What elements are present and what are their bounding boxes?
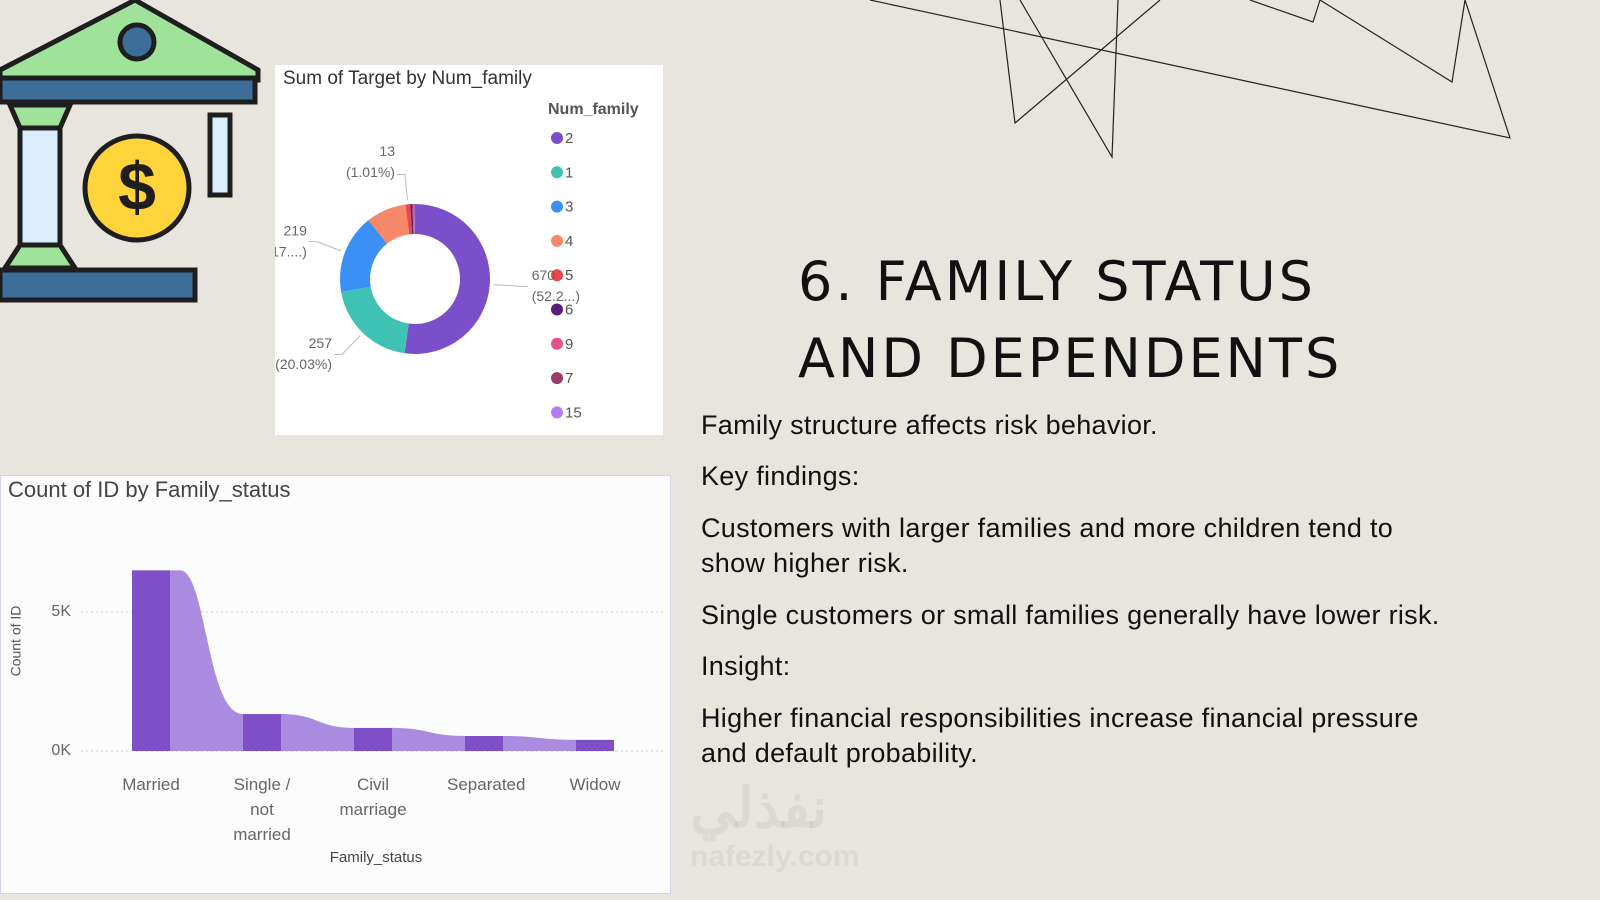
x-tick-label: Separated bbox=[447, 772, 521, 797]
leader-line bbox=[309, 242, 341, 251]
donut-slice bbox=[405, 204, 490, 354]
legend-swatch bbox=[551, 201, 563, 213]
x-tick-label: Widow bbox=[558, 772, 632, 797]
legend-label: 4 bbox=[565, 233, 573, 250]
bar bbox=[465, 736, 503, 751]
decor-lines bbox=[870, 0, 1510, 157]
legend-swatch bbox=[551, 304, 563, 316]
data-label-percent: (17....) bbox=[275, 243, 307, 259]
data-label-value: 257 bbox=[309, 335, 333, 351]
bar bbox=[132, 570, 170, 751]
paragraph-line: show higher risk. bbox=[701, 548, 909, 579]
watermark: nafezly.com bbox=[690, 840, 860, 874]
legend-swatch bbox=[551, 132, 563, 144]
dollar-sign: $ bbox=[118, 149, 156, 225]
legend-swatch bbox=[551, 406, 563, 418]
ribbon bbox=[170, 570, 243, 751]
data-label-percent: (52.2...) bbox=[532, 288, 580, 304]
leader-line bbox=[334, 336, 360, 355]
bar bbox=[576, 740, 614, 751]
paragraph-line: Key findings: bbox=[701, 461, 860, 492]
data-label-value: 13 bbox=[379, 143, 395, 159]
x-tick-label: Single / not married bbox=[225, 772, 299, 847]
bar bbox=[243, 714, 281, 751]
x-tick-label: Civil marriage bbox=[336, 772, 410, 822]
y-tick-label: 5K bbox=[51, 603, 71, 620]
legend-label: 2 bbox=[565, 130, 573, 147]
slide-title: 6. FAMILY STATUS bbox=[798, 250, 1316, 313]
legend-label: 1 bbox=[565, 164, 573, 181]
legend-label: 5 bbox=[565, 267, 573, 284]
paragraph-line: Customers with larger families and more … bbox=[701, 513, 1393, 544]
ribbon bbox=[392, 728, 465, 751]
legend-title: Num_family bbox=[548, 101, 639, 118]
slide-title: AND DEPENDENTS bbox=[798, 327, 1342, 390]
data-label-value: 670 bbox=[532, 267, 556, 283]
legend-label: 15 bbox=[565, 404, 582, 421]
legend-swatch bbox=[551, 235, 563, 247]
legend-swatch bbox=[551, 338, 563, 350]
donut-slice bbox=[341, 287, 409, 354]
bank-icon: $ bbox=[0, 0, 258, 300]
paragraph-line: and default probability. bbox=[701, 738, 978, 769]
paragraph-line: Single customers or small families gener… bbox=[701, 600, 1440, 631]
bar-card: Count of ID by Family_status Count of ID F… bbox=[0, 475, 671, 894]
bar bbox=[354, 728, 392, 751]
y-tick-label: 0K bbox=[51, 742, 71, 759]
watermark: نفذلي bbox=[690, 775, 827, 841]
paragraph-line: Family structure affects risk behavior. bbox=[701, 410, 1158, 441]
donut-chart: Sum of Target by Num_familyNum_family213… bbox=[275, 65, 663, 435]
leader-line bbox=[397, 174, 407, 200]
leader-line bbox=[494, 285, 528, 287]
chart-title: Sum of Target by Num_family bbox=[283, 68, 532, 89]
ribbon bbox=[281, 714, 354, 751]
legend-swatch bbox=[551, 166, 563, 178]
data-label-percent: (1.01%) bbox=[346, 164, 395, 180]
legend-swatch bbox=[551, 372, 563, 384]
paragraph-line: Higher financial responsibilities increa… bbox=[701, 703, 1419, 734]
paragraph-line: Insight: bbox=[701, 651, 790, 682]
legend-label: 9 bbox=[565, 336, 573, 353]
data-label-value: 219 bbox=[284, 222, 308, 238]
chart-title: Count of ID by Family_status bbox=[8, 477, 290, 502]
data-label-percent: (20.03%) bbox=[275, 356, 332, 372]
bar-chart: Count of ID by Family_status Count of ID F… bbox=[1, 476, 672, 895]
legend-label: 3 bbox=[565, 199, 573, 216]
legend-label: 7 bbox=[565, 370, 573, 387]
x-axis-title: Family_status bbox=[330, 849, 423, 866]
y-axis-title: Count of ID bbox=[8, 606, 24, 677]
ribbon bbox=[503, 736, 576, 751]
x-tick-label: Married bbox=[114, 772, 188, 797]
